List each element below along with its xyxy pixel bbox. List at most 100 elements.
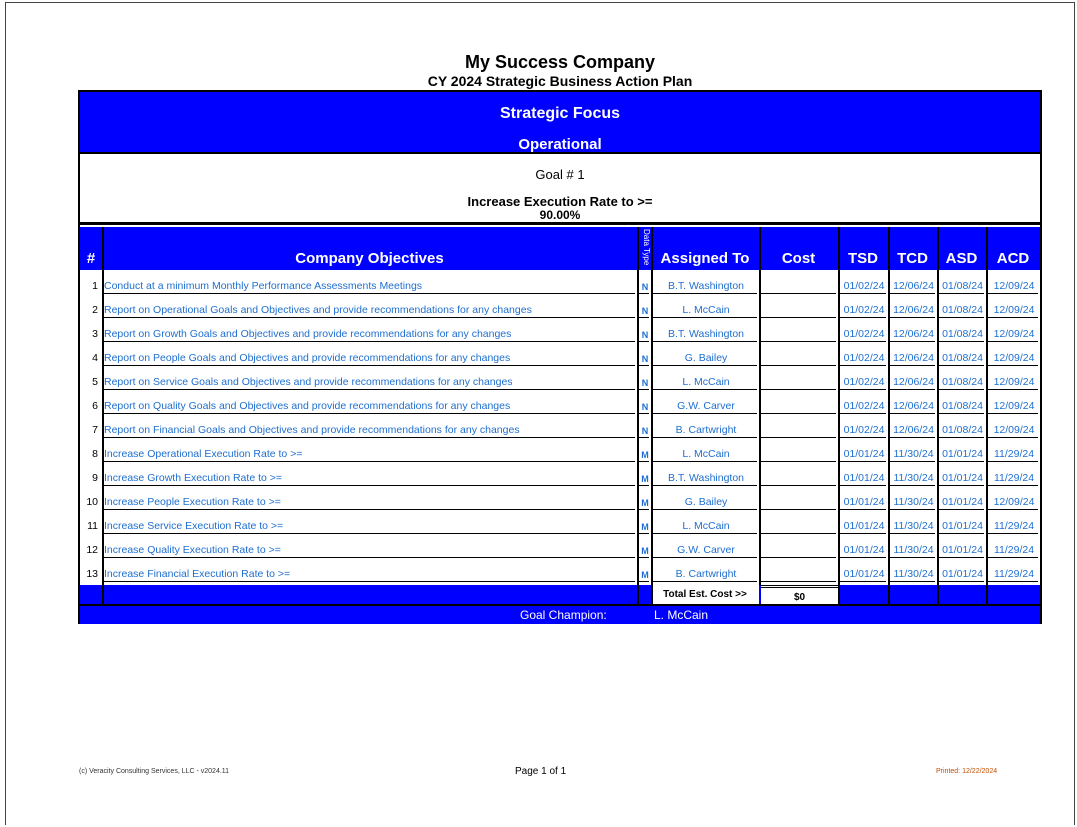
goal-champion-label: Goal Champion: <box>520 608 607 622</box>
objective-link[interactable]: Increase Growth Execution Rate to >= <box>104 472 283 484</box>
tcd-date: 11/30/24 <box>893 472 934 484</box>
col-data-type-label: Data Type <box>642 229 651 266</box>
objective-link[interactable]: Report on Growth Goals and Objectives an… <box>104 328 512 340</box>
column-divider <box>637 227 639 604</box>
row-number: 1 <box>92 280 98 292</box>
table-row: 8 Increase Operational Execution Rate to … <box>80 438 1040 462</box>
asd-date: 01/08/24 <box>942 424 983 436</box>
assigned-to: B. Cartwright <box>675 424 737 436</box>
objective-link[interactable]: Increase Operational Execution Rate to >… <box>104 448 303 460</box>
tsd-date: 01/02/24 <box>843 352 885 364</box>
row-number: 8 <box>92 448 98 460</box>
objective-link[interactable]: Report on People Goals and Objectives an… <box>104 352 511 364</box>
col-acd: ACD <box>996 250 1030 267</box>
focus-label: Strategic Focus <box>499 105 621 122</box>
objective-link[interactable]: Report on Financial Goals and Objectives… <box>104 424 520 436</box>
acd-date: 11/29/24 <box>993 472 1035 484</box>
row-number: 12 <box>86 544 98 556</box>
column-divider <box>838 227 840 604</box>
assigned-to: B.T. Washington <box>667 328 745 340</box>
objective-link[interactable]: Report on Quality Goals and Objectives a… <box>104 400 511 412</box>
totals-row: Total Est. Cost >> $0 <box>80 585 1040 604</box>
acd-date: 12/09/24 <box>993 352 1035 364</box>
asd-date: 01/01/24 <box>942 472 983 484</box>
col-num: # <box>86 250 96 267</box>
asd-date: 01/01/24 <box>942 520 983 532</box>
row-number: 4 <box>92 352 98 364</box>
tsd-date: 01/01/24 <box>843 448 885 460</box>
data-type: N <box>641 306 649 316</box>
tcd-date: 11/30/24 <box>893 544 934 556</box>
data-type: M <box>641 570 649 580</box>
assigned-to: G. Bailey <box>684 352 728 364</box>
asd-date: 01/08/24 <box>942 328 983 340</box>
row-number: 9 <box>92 472 98 484</box>
tcd-date: 11/30/24 <box>893 568 934 580</box>
table-row: 5 Report on Service Goals and Objectives … <box>80 366 1040 390</box>
asd-date: 01/08/24 <box>942 280 983 292</box>
row-number: 7 <box>92 424 98 436</box>
table-row: 10 Increase People Execution Rate to >= M G… <box>80 486 1040 510</box>
tcd-date: 11/30/24 <box>893 496 934 508</box>
acd-date: 11/29/24 <box>993 448 1035 460</box>
row-number: 5 <box>92 376 98 388</box>
col-tsd: TSD <box>848 250 878 267</box>
asd-date: 01/08/24 <box>942 400 983 412</box>
row-number: 10 <box>86 496 98 508</box>
asd-date: 01/08/24 <box>942 376 983 388</box>
tsd-date: 01/02/24 <box>843 280 885 292</box>
asd-date: 01/01/24 <box>942 544 983 556</box>
assigned-to: B.T. Washington <box>667 280 745 292</box>
column-divider <box>888 227 890 604</box>
table-row: 11 Increase Service Execution Rate to >= M… <box>80 510 1040 534</box>
goal-number: Goal # 1 <box>535 167 585 182</box>
assigned-to: L. McCain <box>682 520 730 532</box>
table-row: 4 Report on People Goals and Objectives a… <box>80 342 1040 366</box>
assigned-to: G.W. Carver <box>677 400 735 412</box>
acd-date: 12/09/24 <box>993 280 1035 292</box>
data-type: N <box>641 330 649 340</box>
tcd-date: 12/06/24 <box>893 328 934 340</box>
table-row: 3 Report on Growth Goals and Objectives a… <box>80 318 1040 342</box>
asd-date: 01/08/24 <box>942 352 983 364</box>
strategic-focus-banner: Strategic Focus Operational <box>80 92 1040 154</box>
goal-section: Goal # 1 Increase Execution Rate to >= 9… <box>80 154 1040 225</box>
tsd-date: 01/01/24 <box>843 544 885 556</box>
data-type: M <box>641 474 649 484</box>
data-type: M <box>641 522 649 532</box>
goal-text: Increase Execution Rate to >= <box>467 194 653 209</box>
table-row: 9 Increase Growth Execution Rate to >= M B.… <box>80 462 1040 486</box>
company-title: My Success Company <box>464 52 656 72</box>
objective-link[interactable]: Increase Quality Execution Rate to >= <box>104 544 281 556</box>
column-divider <box>986 227 988 604</box>
data-type: N <box>641 354 649 364</box>
acd-date: 12/09/24 <box>993 400 1035 412</box>
row-number: 2 <box>92 304 98 316</box>
tcd-date: 12/06/24 <box>893 376 934 388</box>
objective-link[interactable]: Increase People Execution Rate to >= <box>104 496 281 508</box>
acd-date: 11/29/24 <box>993 520 1035 532</box>
column-divider <box>102 227 104 604</box>
col-data-type: Data Type <box>639 229 651 269</box>
goal-champion-row: Goal Champion: L. McCain <box>80 604 1040 624</box>
data-type: M <box>641 546 649 556</box>
asd-date: 01/01/24 <box>942 568 983 580</box>
table-row: 12 Increase Quality Execution Rate to >= M… <box>80 534 1040 558</box>
asd-date: 01/01/24 <box>942 448 983 460</box>
tsd-date: 01/01/24 <box>843 472 885 484</box>
objective-link[interactable]: Increase Service Execution Rate to >= <box>104 520 284 532</box>
copyright-text: (c) Veracity Consulting Services, LLC - … <box>79 768 230 775</box>
objective-link[interactable]: Report on Operational Goals and Objectiv… <box>104 304 532 316</box>
col-objectives: Company Objectives <box>295 250 444 267</box>
table-row: 2 Report on Operational Goals and Objecti… <box>80 294 1040 318</box>
objective-link[interactable]: Increase Financial Execution Rate to >= <box>104 568 291 580</box>
objective-link[interactable]: Conduct at a minimum Monthly Performance… <box>104 280 423 292</box>
objective-link[interactable]: Report on Service Goals and Objectives a… <box>104 376 513 388</box>
action-plan-sheet: Strategic Focus Operational Goal # 1 Inc… <box>78 90 1042 624</box>
page-number: Page 1 of 1 <box>515 766 567 777</box>
row-number: 11 <box>87 520 98 532</box>
acd-date: 12/09/24 <box>993 376 1035 388</box>
plan-subtitle: CY 2024 Strategic Business Action Plan <box>427 73 693 89</box>
tsd-date: 01/02/24 <box>843 376 885 388</box>
assigned-to: B.T. Washington <box>667 472 745 484</box>
